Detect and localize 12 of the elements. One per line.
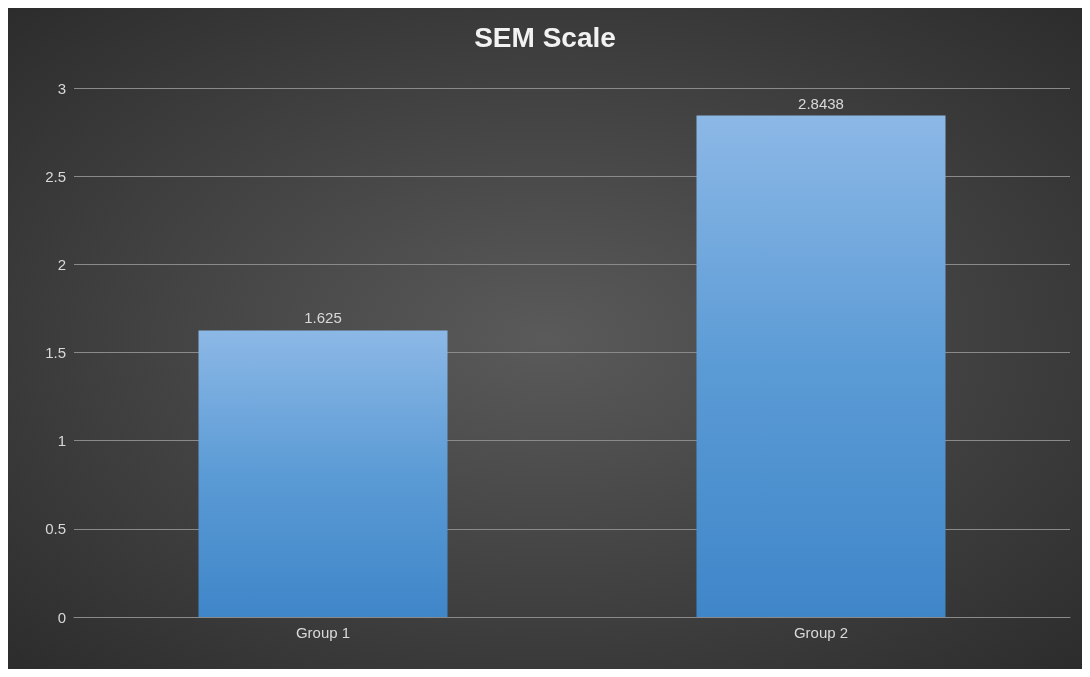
y-tick-label: 3 xyxy=(57,79,66,97)
data-label: 2.8438 xyxy=(798,94,844,112)
y-tick-label: 1.5 xyxy=(45,344,66,361)
chart-title: SEM Scale xyxy=(474,21,616,53)
x-tick-label: Group 2 xyxy=(793,624,849,641)
y-tick-label: 2.5 xyxy=(45,167,66,185)
y-tick-label: 0 xyxy=(57,608,66,626)
y-tick-label: 2 xyxy=(57,255,66,273)
y-tick-label: 0.5 xyxy=(45,520,66,538)
y-tick-label: 1 xyxy=(57,432,66,450)
x-tick-label: Group 1 xyxy=(295,624,351,641)
data-label: 1.625 xyxy=(304,309,342,327)
